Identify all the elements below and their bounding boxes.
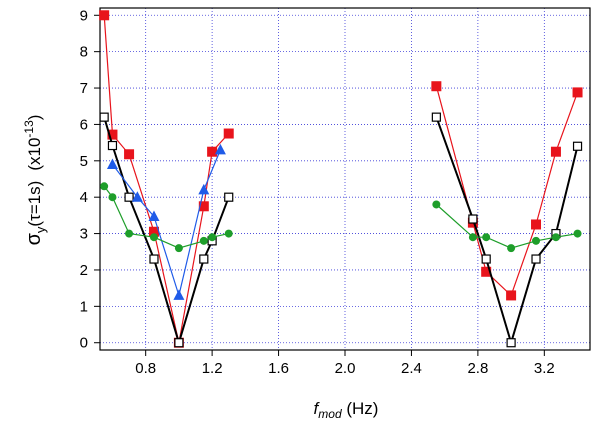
- x-tick-label: 0.8: [135, 360, 156, 377]
- data-point: [432, 200, 441, 209]
- series-2: [106, 143, 226, 300]
- data-point: [214, 143, 226, 155]
- data-point: [124, 192, 134, 202]
- x-axis-title: fmod (Hz): [314, 399, 379, 421]
- y-tick-label: 2: [80, 262, 88, 279]
- y-tick-label: 3: [80, 226, 88, 243]
- data-point: [108, 193, 117, 202]
- data-point: [468, 233, 477, 242]
- y-axis-title-subscript: y: [33, 226, 48, 233]
- data-point: [207, 146, 218, 157]
- data-point: [506, 338, 516, 348]
- y-tick-label: 1: [80, 298, 88, 315]
- data-point: [481, 254, 491, 264]
- data-point: [149, 233, 158, 242]
- series-0: [99, 10, 583, 348]
- data-point: [507, 244, 516, 253]
- y-tick-label: 6: [80, 116, 88, 133]
- series-line: [435, 86, 579, 297]
- data-point: [149, 254, 159, 264]
- data-point: [572, 141, 583, 151]
- series-line: [435, 204, 578, 249]
- data-point: [506, 290, 517, 301]
- x-tick-label: 2.0: [335, 360, 356, 377]
- grid: [100, 8, 590, 350]
- y-tick-label: 7: [80, 80, 88, 97]
- data-point: [531, 254, 541, 264]
- y-axis-title-scale-close: ): [25, 115, 44, 121]
- data-point: [174, 244, 183, 253]
- x-axis-title-subscript: mod: [318, 407, 342, 421]
- series-3: [100, 182, 582, 253]
- x-tick-label: 2.8: [467, 360, 488, 377]
- y-axis-title-scale: (x10: [25, 138, 44, 171]
- y-axis-title-exponent: -13: [22, 120, 36, 138]
- y-axis-title: σy(τ=1s) (x10-13): [22, 115, 48, 246]
- data-point: [106, 158, 118, 169]
- data-point: [148, 226, 159, 237]
- x-tick-label: 1.6: [268, 360, 289, 377]
- data-point: [174, 338, 184, 348]
- x-tick-label: 3.2: [534, 360, 555, 377]
- y-axis-title-sigma: σ: [23, 232, 45, 245]
- data-point: [198, 201, 209, 212]
- data-point: [431, 112, 441, 122]
- data-point: [431, 81, 442, 92]
- x-axis-title-main: f: [314, 399, 321, 418]
- data-point: [531, 219, 542, 230]
- data-point: [224, 192, 234, 202]
- data-point: [208, 233, 217, 242]
- x-tick-label: 1.2: [202, 360, 223, 377]
- data-point: [573, 229, 582, 238]
- series-line: [112, 149, 221, 298]
- data-point: [223, 128, 234, 139]
- series-layer: [99, 10, 583, 348]
- data-point: [224, 229, 233, 238]
- data-point: [148, 210, 160, 221]
- data-point: [572, 87, 583, 98]
- data-point: [199, 236, 208, 245]
- data-point: [532, 236, 541, 245]
- data-point: [481, 266, 492, 277]
- y-tick-label: 8: [80, 44, 88, 61]
- y-axis: 0 1 2 3 4 5 6 7 8 9: [80, 7, 100, 352]
- data-point: [198, 183, 210, 195]
- data-point: [125, 229, 134, 238]
- x-axis-title-unit: (Hz): [342, 399, 379, 418]
- data-point: [100, 182, 109, 191]
- y-tick-label: 0: [80, 335, 88, 352]
- data-point: [99, 10, 110, 21]
- data-point: [99, 112, 109, 122]
- data-point: [131, 191, 143, 202]
- data-point: [124, 149, 135, 160]
- data-point: [199, 254, 209, 264]
- y-tick-label: 5: [80, 153, 88, 170]
- data-point: [107, 129, 118, 140]
- data-point: [482, 233, 491, 242]
- data-point: [468, 214, 478, 224]
- y-axis-title-argument: (τ=1s): [25, 181, 44, 227]
- x-axis: 0.8 1.2 1.6 2.0 2.4 2.8 3.2: [135, 350, 555, 377]
- y-tick-label: 4: [80, 189, 88, 206]
- x-tick-label: 2.4: [401, 360, 422, 377]
- data-point: [173, 289, 185, 300]
- data-point: [551, 233, 560, 242]
- data-point: [550, 146, 561, 157]
- y-tick-label: 9: [80, 7, 88, 24]
- data-point: [107, 140, 118, 151]
